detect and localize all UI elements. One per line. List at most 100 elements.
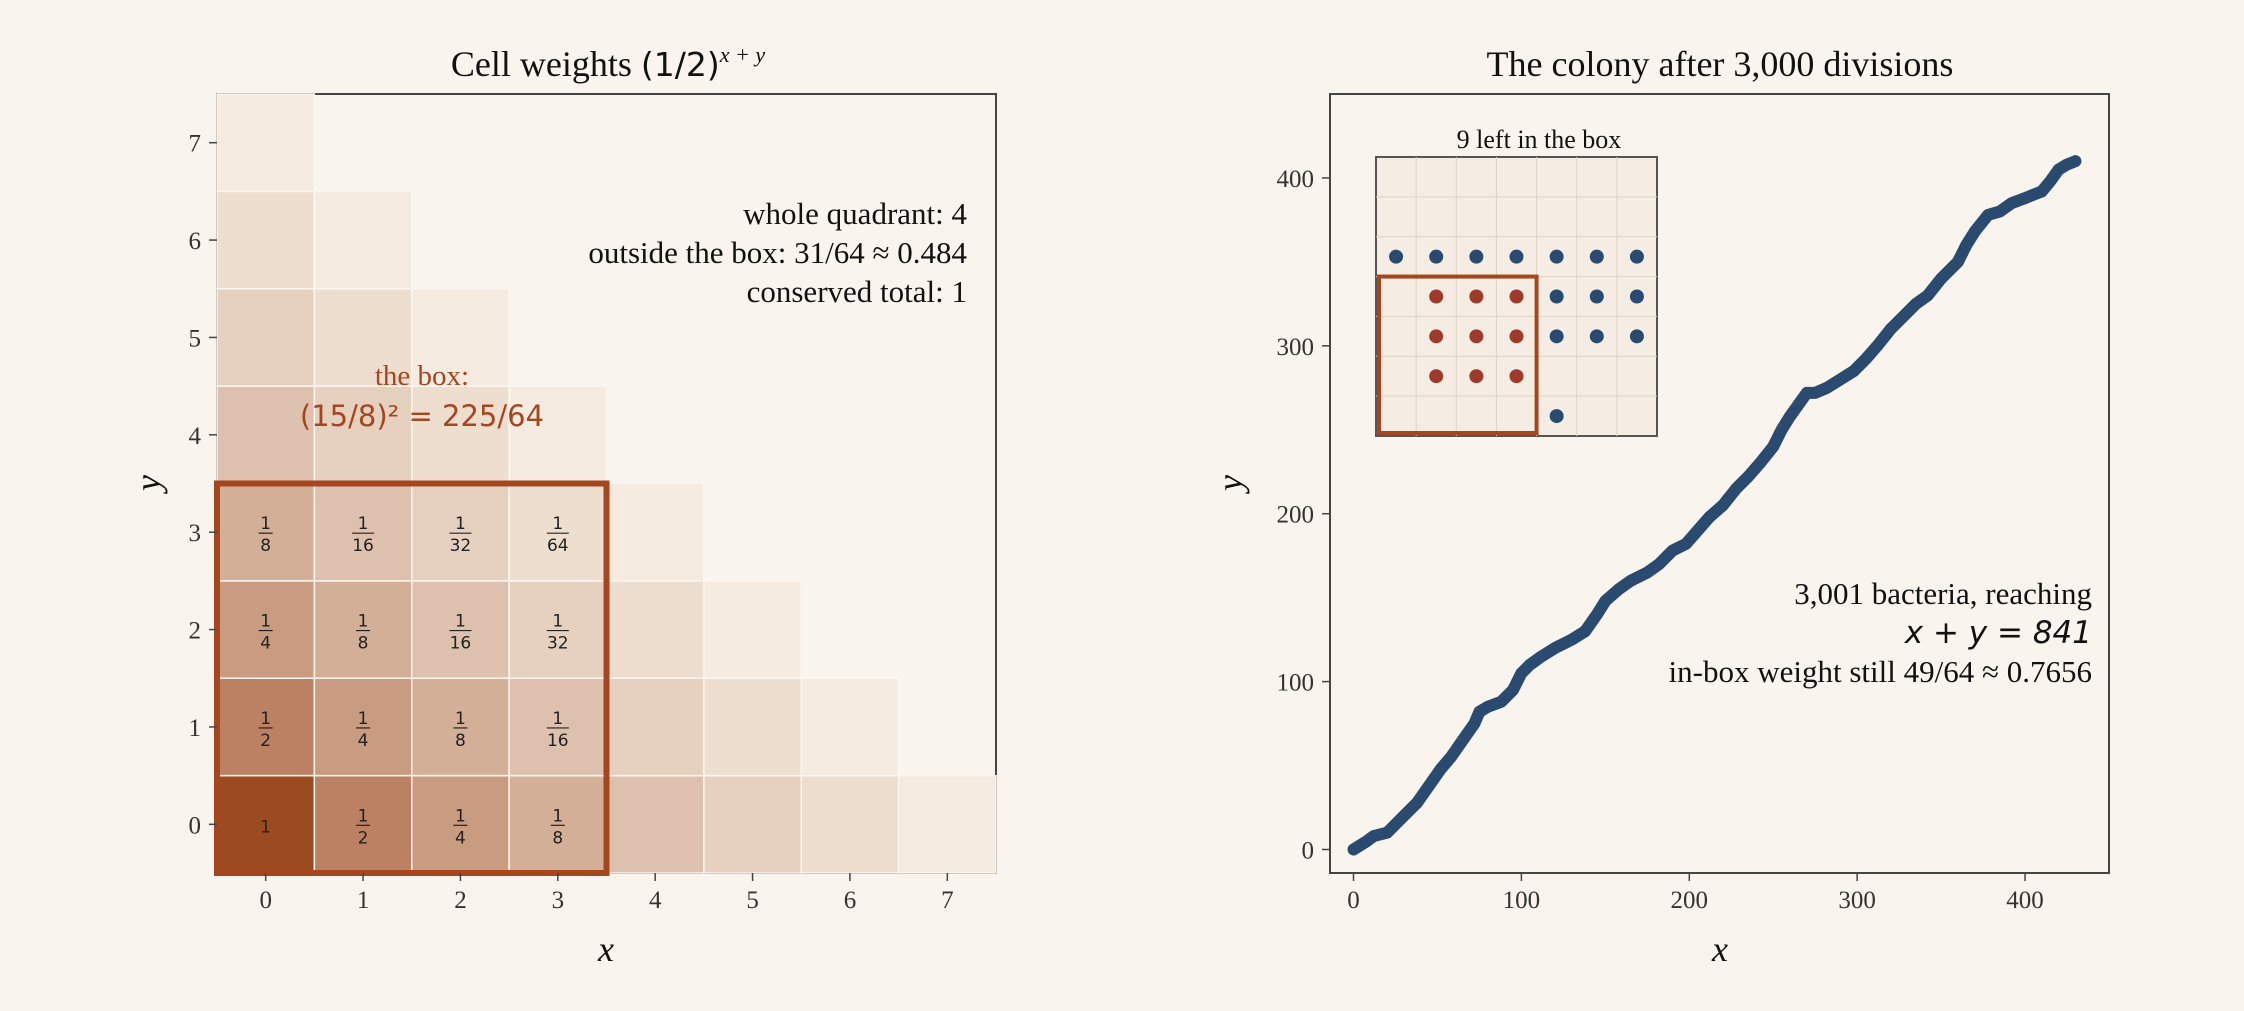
colony-point: [1591, 608, 1603, 620]
colony-point: [1703, 511, 1715, 523]
heat-cell: [605, 677, 705, 777]
heat-cell: [216, 288, 316, 387]
inset-point-in-box: [1429, 369, 1444, 384]
colony-point: [1625, 575, 1637, 587]
y-tick-label: 5: [189, 325, 202, 352]
colony-point: [1445, 751, 1457, 763]
y-tick-label: 300: [1277, 334, 1315, 361]
cell-label-denominator: 4: [455, 828, 466, 848]
x-tick-label: 400: [2006, 887, 2044, 914]
cell-label-denominator: 8: [552, 828, 563, 848]
heat-cell: [411, 482, 510, 582]
x-tick-label: 7: [941, 887, 954, 914]
cell-label-denominator: 8: [260, 536, 271, 556]
heat-cell: [703, 677, 802, 777]
colony-point: [1994, 206, 2006, 218]
right-x-axis-label: x: [1711, 929, 1728, 969]
cell-label-denominator: 16: [547, 731, 569, 751]
colony-point: [1348, 843, 1360, 855]
colony-point: [1754, 457, 1766, 469]
heat-cell: [411, 580, 510, 679]
colony-point: [1389, 818, 1401, 830]
colony-point: [1792, 399, 1804, 411]
cell-label: 132: [546, 612, 569, 654]
left-title: Cell weights (1/2)x + y: [451, 42, 765, 84]
cell-label-numerator: 1: [260, 612, 271, 632]
cell-label-numerator: 1: [358, 709, 369, 729]
colony-point: [1435, 763, 1447, 775]
cell-label-numerator: 1: [358, 514, 369, 534]
colony-point: [1566, 634, 1578, 646]
x-tick-label: 3: [552, 887, 565, 914]
colony-point: [1507, 684, 1519, 696]
heat-cell: [313, 580, 413, 679]
cell-label: 14: [258, 612, 273, 654]
inset-point-in-box: [1429, 329, 1444, 344]
y-tick-label: 200: [1277, 502, 1315, 529]
colony-series: [1347, 155, 2082, 856]
colony-point: [1776, 424, 1788, 436]
left-y-axis-label: y: [128, 475, 168, 494]
colony-point: [1898, 310, 1910, 322]
cell-label: 1: [260, 817, 271, 837]
left-y-ticks: 0 1 2 3 4 5 6 7: [189, 131, 217, 839]
left-x-ticks: 0 1 2 3 4 5 6 7: [259, 873, 954, 914]
y-tick-label: 0: [189, 812, 202, 839]
colony-point: [2036, 185, 2048, 197]
colony-point: [1536, 650, 1548, 662]
colony-point: [1599, 595, 1611, 607]
cell-label: 18: [550, 806, 565, 848]
colony-point: [1468, 718, 1480, 730]
colony-point: [1398, 810, 1410, 822]
cell-label: 132: [449, 514, 472, 556]
heat-cell: [897, 774, 997, 874]
inset-point-in-box: [1509, 329, 1524, 344]
heat-cell: [411, 677, 510, 777]
cell-label: 18: [258, 514, 273, 556]
inset-point-in-box: [1509, 289, 1524, 304]
colony-point: [1944, 264, 1956, 276]
heat-cell: [605, 774, 705, 874]
x-tick-label: 0: [1347, 887, 1360, 914]
cell-label-numerator: 1: [552, 709, 563, 729]
colony-point: [1969, 226, 1981, 238]
heat-cell: [508, 385, 608, 485]
inset-point-in-box: [1469, 329, 1484, 344]
right-title: The colony after 3,000 divisions: [1487, 44, 1954, 84]
colony-point: [1960, 239, 1972, 251]
colony-point: [2061, 159, 2073, 171]
colony-point: [1821, 382, 1833, 394]
cell-label-numerator: 1: [260, 514, 271, 534]
inset-point-outside: [1469, 249, 1484, 264]
heat-cell: [508, 580, 608, 679]
colony-point: [1680, 538, 1692, 550]
cell-label-numerator: 1: [358, 806, 369, 826]
cell-label-numerator: 1: [552, 514, 563, 534]
cell-label-numerator: 1: [455, 612, 466, 632]
heat-cell: [800, 677, 900, 777]
cell-label: 14: [453, 806, 468, 848]
cell-label-denominator: 4: [358, 731, 369, 751]
cell-label-denominator: 16: [450, 634, 472, 654]
right-y-ticks: 0 100 200 300 400: [1277, 166, 1330, 864]
cell-label-denominator: 4: [260, 634, 271, 654]
inset-points: [1389, 249, 1644, 424]
colony-point: [1809, 387, 1821, 399]
right-y-axis-label: y: [1210, 475, 1250, 494]
heat-cell: [313, 482, 413, 582]
y-tick-label: 1: [189, 715, 202, 742]
cell-label-denominator: 16: [352, 536, 374, 556]
x-tick-label: 5: [746, 887, 759, 914]
colony-point: [1368, 830, 1380, 842]
inset-title: 9 left in the box: [1457, 125, 1622, 154]
heat-cell: [216, 93, 316, 193]
cell-label-denominator: 8: [358, 634, 369, 654]
colony-point: [1784, 410, 1796, 422]
cell-label: 12: [356, 806, 371, 848]
colony-point: [1922, 289, 1934, 301]
cell-label-numerator: 1: [552, 806, 563, 826]
colony-annotation-2: x + y = 841: [1904, 615, 2092, 651]
box-label-1: the box:: [375, 360, 469, 392]
